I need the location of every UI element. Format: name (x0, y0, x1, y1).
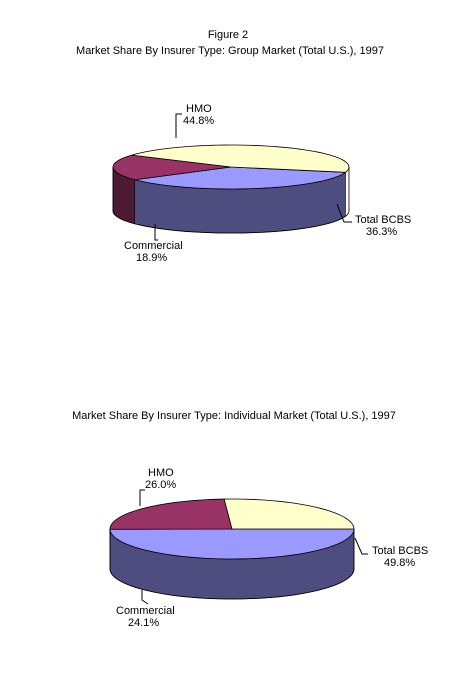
individual-market-slice-commercial (109, 498, 233, 530)
individual-market-label-bcbs-value: 49.8% (384, 557, 415, 569)
individual-market-pie (109, 498, 355, 600)
group-market-label-bcbs: Total BCBS 36.3% (355, 214, 411, 238)
group-market-label-hmo-value: 44.8% (183, 115, 214, 127)
individual-market-label-hmo: HMO 26.0% (145, 467, 176, 491)
group-market-label-commercial-value: 18.9% (136, 252, 167, 264)
group-market-chart: Market Share By Insurer Type: Group Mark… (76, 45, 411, 264)
individual-market-slice-total-bcbs (109, 528, 355, 560)
group-market-label-hmo: HMO 44.8% (183, 103, 214, 127)
group-market-leader-hmo (175, 113, 182, 138)
group-market-label-bcbs-value: 36.3% (366, 226, 397, 238)
group-market-pie-rim (112, 167, 350, 234)
individual-market-title: Market Share By Insurer Type: Individual… (72, 410, 396, 422)
individual-market-leader-bcbs (354, 537, 368, 555)
individual-market-label-commercial-value: 24.1% (128, 617, 159, 629)
group-market-leader-commercial (154, 224, 158, 241)
individual-market-leader-hmo (139, 489, 145, 506)
group-market-slice-hmo (131, 144, 350, 173)
individual-market-label-commercial-name: Commercial (116, 605, 175, 617)
group-market-slice-total-bcbs (134, 166, 347, 190)
group-market-title: Market Share By Insurer Type: Group Mark… (76, 45, 384, 57)
individual-market-pie-rim (109, 529, 355, 600)
group-market-label-commercial: Commercial 18.9% (124, 240, 183, 264)
individual-market-label-hmo-name: HMO (148, 467, 174, 479)
group-market-leader-bcbs (336, 203, 352, 223)
individual-market-label-commercial: Commercial 24.1% (116, 605, 175, 629)
group-market-label-bcbs-name: Total BCBS (355, 214, 411, 226)
group-market-slice-commercial (112, 154, 232, 181)
individual-market-label-bcbs: Total BCBS 49.8% (372, 545, 428, 569)
individual-market-chart: Market Share By Insurer Type: Individual… (72, 410, 428, 629)
individual-market-label-bcbs-name: Total BCBS (372, 545, 428, 557)
group-market-label-hmo-name: HMO (186, 103, 212, 115)
group-market-label-commercial-name: Commercial (124, 240, 183, 252)
individual-market-leader-commercial (141, 590, 149, 605)
individual-market-slice-hmo (223, 498, 355, 530)
individual-market-label-hmo-value: 26.0% (145, 479, 176, 491)
group-market-pie (112, 144, 350, 234)
figure-label: Figure 2 (208, 29, 248, 41)
